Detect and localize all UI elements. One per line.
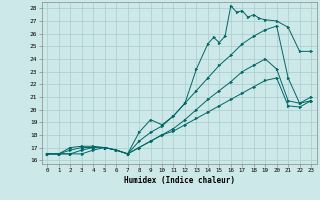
- X-axis label: Humidex (Indice chaleur): Humidex (Indice chaleur): [124, 176, 235, 185]
